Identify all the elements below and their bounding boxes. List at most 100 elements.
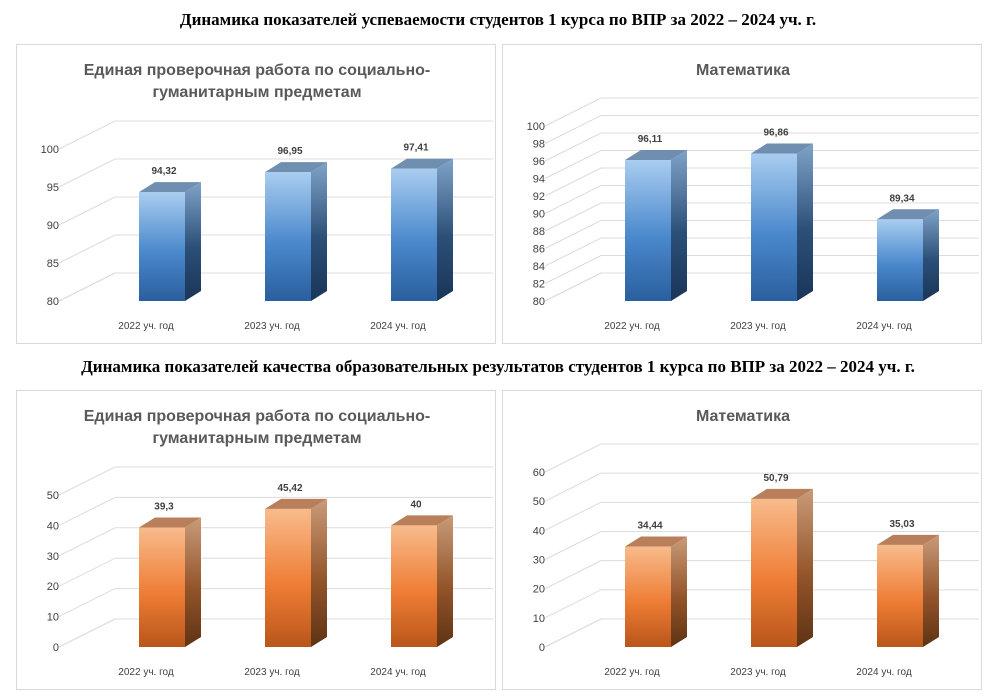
bar-top bbox=[139, 517, 201, 528]
bottom-heading: Динамика показателей качества образовате… bbox=[81, 357, 915, 376]
bar-side bbox=[437, 515, 453, 647]
y-tick-label: 85 bbox=[47, 258, 59, 270]
chart-title-line-1: Единая проверочная работа по социально- bbox=[84, 62, 431, 79]
gridline bbox=[544, 185, 979, 214]
x-tick-label: 2023 уч. год bbox=[244, 321, 300, 332]
bar-front bbox=[751, 498, 797, 647]
gridline bbox=[544, 97, 979, 127]
bar-top bbox=[391, 515, 453, 526]
gridline bbox=[58, 158, 493, 188]
bar bbox=[265, 498, 327, 647]
bar-side bbox=[797, 143, 813, 301]
bar-front bbox=[877, 544, 923, 647]
bar-top bbox=[877, 534, 939, 545]
data-label: 45,42 bbox=[277, 483, 302, 494]
bar-top bbox=[265, 498, 327, 509]
top-heading: Динамика показателей успеваемости студен… bbox=[179, 10, 817, 29]
chart-panel-4: Математика 0 10 20 30 40 50 60 34,44 2022 уч. год… bbox=[502, 390, 982, 690]
bar-top bbox=[751, 488, 813, 499]
data-label: 89,34 bbox=[889, 193, 914, 204]
gridline bbox=[544, 132, 979, 162]
x-tick-label: 2023 уч. год bbox=[730, 321, 786, 332]
data-label: 97,41 bbox=[403, 143, 428, 154]
bar bbox=[625, 536, 687, 647]
bar-side bbox=[185, 182, 201, 301]
data-label: 40 bbox=[410, 499, 422, 510]
data-label: 94,32 bbox=[151, 166, 176, 177]
gridline bbox=[544, 501, 979, 531]
x-tick-label: 2024 уч. год bbox=[370, 667, 426, 678]
bar-top bbox=[751, 143, 813, 154]
gridline bbox=[544, 531, 979, 560]
y-tick-label: 88 bbox=[533, 226, 545, 238]
y-tick-label: 98 bbox=[533, 139, 545, 151]
y-tick-label: 60 bbox=[533, 467, 545, 479]
bar bbox=[139, 182, 201, 301]
gridline bbox=[544, 167, 979, 197]
chart-title-line-2: гуманитарным предметам bbox=[152, 430, 361, 447]
x-tick-label: 2022 уч. год bbox=[604, 321, 660, 332]
gridline bbox=[544, 237, 979, 267]
y-tick-label: 30 bbox=[47, 551, 59, 563]
chart-title-line-1: Математика bbox=[696, 408, 790, 425]
y-tick-label: 80 bbox=[533, 296, 545, 308]
y-tick-label: 40 bbox=[533, 525, 545, 537]
data-label: 96,86 bbox=[763, 127, 788, 138]
floor-edge bbox=[58, 618, 116, 648]
bar-side bbox=[671, 150, 687, 301]
gridline bbox=[58, 234, 493, 264]
bar-front bbox=[391, 168, 437, 301]
bar-front bbox=[391, 525, 437, 647]
chart-title-line-1: Математика bbox=[696, 62, 790, 79]
bar bbox=[877, 534, 939, 647]
chart-title-line-2: гуманитарным предметам bbox=[152, 84, 361, 101]
y-tick-label: 84 bbox=[533, 261, 545, 273]
bar-top bbox=[625, 150, 687, 161]
y-tick-label: 40 bbox=[47, 520, 59, 532]
floor-edge bbox=[58, 272, 116, 302]
data-label: 39,3 bbox=[154, 502, 174, 513]
y-tick-label: 95 bbox=[47, 182, 59, 194]
gridline bbox=[58, 588, 493, 618]
floor-edge bbox=[544, 272, 602, 302]
bar-side bbox=[923, 534, 939, 647]
x-tick-label: 2024 уч. год bbox=[856, 667, 912, 678]
bar-top bbox=[877, 209, 939, 220]
chart-svg-3: Единая проверочная работа по социально-г… bbox=[47, 408, 493, 678]
bar bbox=[625, 150, 687, 301]
y-tick-label: 96 bbox=[533, 156, 545, 168]
bar-top bbox=[625, 536, 687, 547]
bar-side bbox=[797, 488, 813, 647]
y-tick-label: 80 bbox=[47, 296, 59, 308]
bar bbox=[139, 517, 201, 647]
y-tick-label: 92 bbox=[533, 191, 545, 203]
data-label: 96,11 bbox=[638, 134, 663, 145]
x-tick-label: 2022 уч. год bbox=[118, 321, 174, 332]
gridline bbox=[58, 196, 493, 226]
chart-svg-2: Математика 80 82 84 86 88 90 92 94 96 98 100 96,11 20… bbox=[527, 62, 979, 332]
bar-side bbox=[923, 209, 939, 301]
bar-front bbox=[625, 160, 671, 301]
gridline bbox=[544, 472, 979, 502]
y-tick-label: 50 bbox=[533, 496, 545, 508]
bar-front bbox=[877, 219, 923, 301]
bar-front bbox=[139, 527, 185, 647]
y-tick-label: 100 bbox=[527, 121, 545, 133]
bar-side bbox=[185, 517, 201, 647]
bar bbox=[391, 158, 453, 301]
chart-svg-4: Математика 0 10 20 30 40 50 60 34,44 2022 уч. год… bbox=[533, 408, 979, 678]
gridline bbox=[544, 220, 979, 249]
y-tick-label: 86 bbox=[533, 244, 545, 256]
bar-front bbox=[265, 172, 311, 301]
bar-front bbox=[139, 192, 185, 301]
gridline bbox=[58, 557, 493, 587]
gridline bbox=[544, 443, 979, 473]
gridline bbox=[544, 560, 979, 590]
gridline bbox=[58, 466, 493, 496]
bar-front bbox=[265, 508, 311, 647]
floor-edge bbox=[544, 618, 602, 648]
y-tick-label: 82 bbox=[533, 279, 545, 291]
bar bbox=[751, 488, 813, 647]
bar bbox=[391, 515, 453, 647]
y-tick-label: 10 bbox=[47, 612, 59, 624]
